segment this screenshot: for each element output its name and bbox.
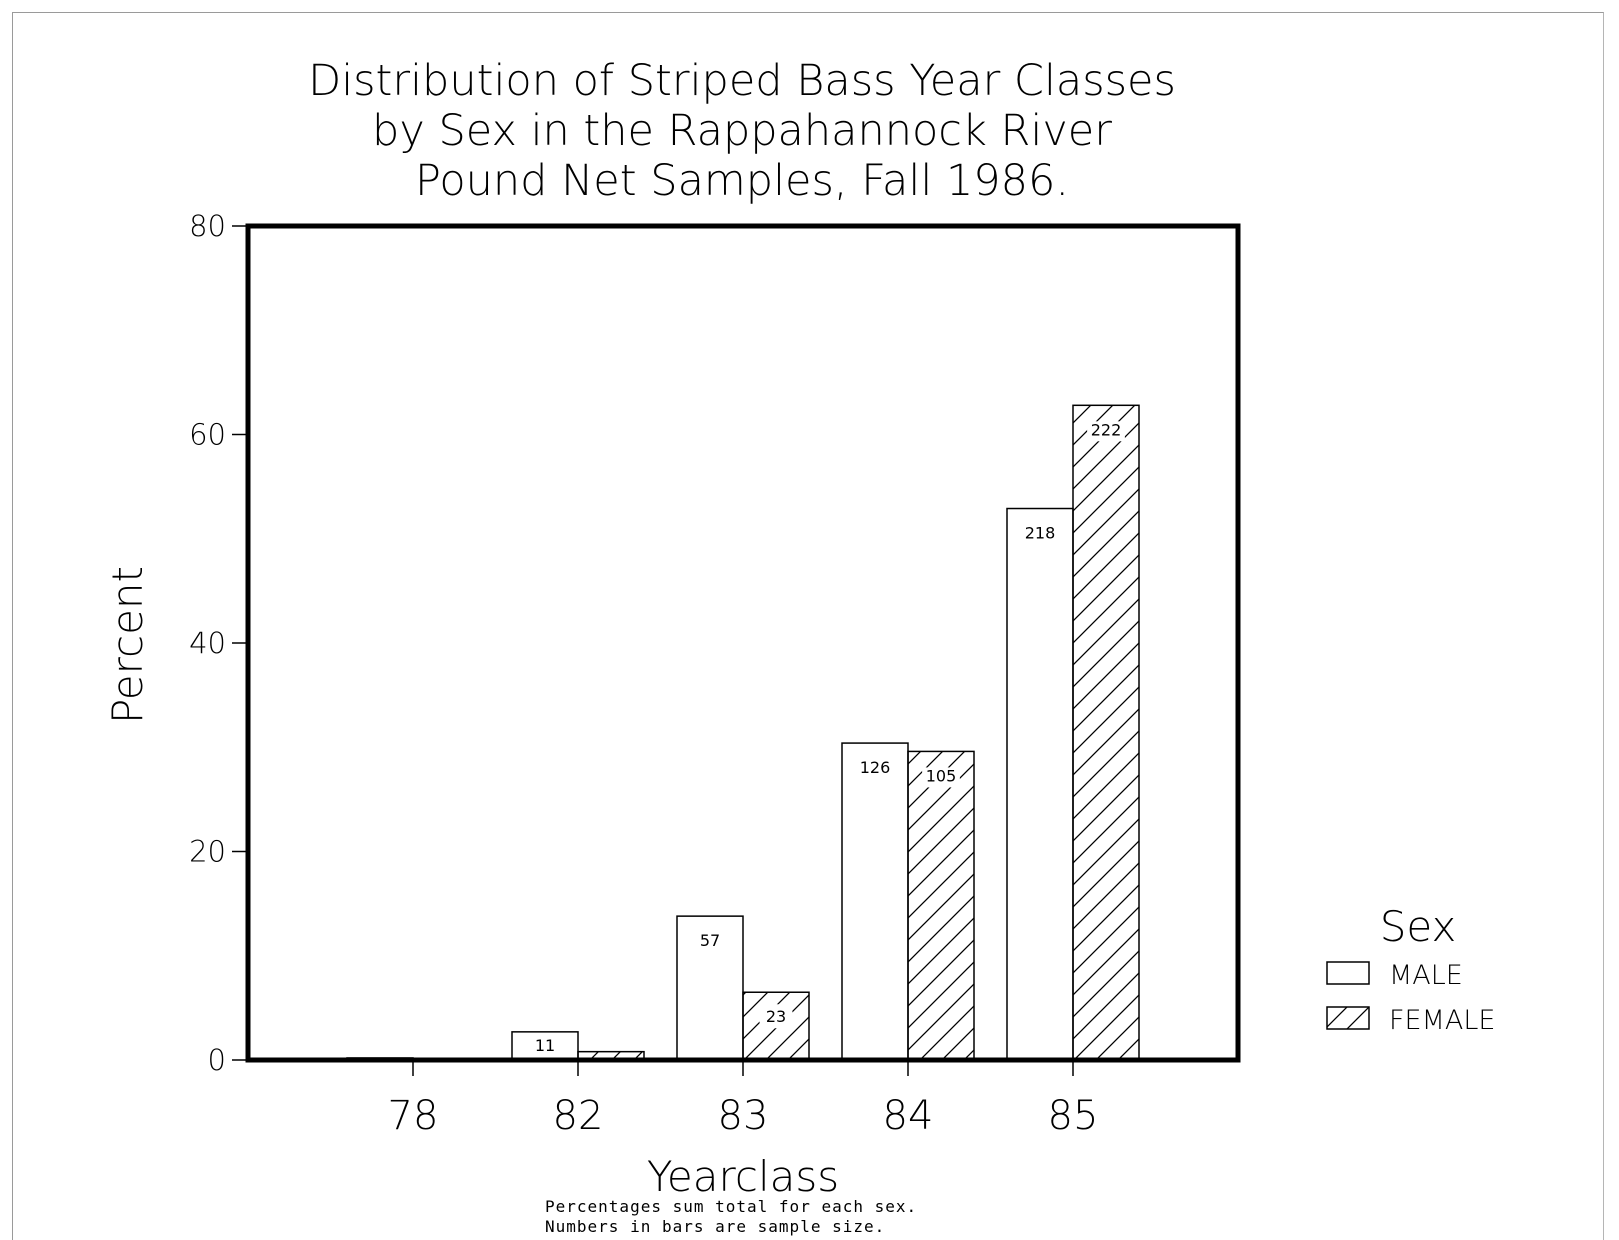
bar-female-84 [907, 750, 975, 1061]
bar-label-background [1087, 421, 1125, 442]
bar-label-background [922, 767, 960, 788]
x-tick-label: 85 [1048, 1093, 1099, 1139]
plot-frame [245, 223, 1241, 1063]
bar-male-83 [676, 915, 744, 1061]
y-tick-label: 40 [189, 626, 226, 660]
bar-label-female-83: 23 [766, 1007, 786, 1026]
x-tick-label: 84 [883, 1093, 934, 1139]
legend-label-female: FEMALE [1389, 1005, 1495, 1036]
note-line-1: Percentages sum total for each sex. [545, 1197, 917, 1216]
bar-label-female-84: 105 [926, 766, 957, 785]
chart-title-line-2: by Sex in the Rappahannock River [372, 106, 1112, 156]
bar-female-85 [1072, 404, 1140, 1061]
x-tick-label: 78 [388, 1093, 439, 1139]
legend-title: Sex [1380, 902, 1457, 951]
bar-label-background [759, 1004, 793, 1029]
chart-title: Distribution of Striped Bass Year Classe… [308, 56, 1176, 206]
bar-male-85 [1006, 507, 1074, 1061]
x-axis-tick-labels: 78 82 83 84 85 [388, 1060, 1099, 1139]
y-tick-label: 60 [189, 418, 226, 452]
y-tick-label: 80 [189, 209, 226, 243]
legend-swatch-male [1326, 961, 1370, 985]
x-axis-title: Yearclass [647, 1152, 839, 1201]
bar-male-84 [841, 742, 909, 1061]
bars: 11 57 23 126 105 218 222 [346, 404, 1140, 1061]
chart-notes: Percentages sum total for each sex. Numb… [545, 1197, 917, 1236]
x-tick-label: 83 [718, 1093, 769, 1139]
legend-swatch-female [1326, 1006, 1370, 1030]
legend: Sex MALE FEMALE [1326, 902, 1495, 1036]
chart-title-line-1: Distribution of Striped Bass Year Classe… [308, 56, 1176, 106]
legend-label-male: MALE [1389, 960, 1463, 991]
chart-title-line-3: Pound Net Samples, Fall 1986. [415, 156, 1069, 206]
y-tick-label: 20 [189, 835, 226, 869]
bar-label-male-83: 57 [700, 931, 720, 950]
bar-label-male-82: 11 [535, 1036, 555, 1055]
bar-label-female-85: 222 [1091, 420, 1122, 439]
note-line-2: Numbers in bars are sample size. [545, 1217, 885, 1236]
page-frame [12, 12, 1604, 1240]
y-tick-label: 0 [208, 1043, 226, 1077]
x-tick-label: 82 [553, 1093, 604, 1139]
bar-label-male-84: 126 [860, 758, 891, 777]
y-axis-title: Percent [103, 566, 152, 724]
bar-label-male-85: 218 [1025, 524, 1056, 543]
y-axis-ticks: 0 20 40 60 80 [189, 209, 248, 1077]
